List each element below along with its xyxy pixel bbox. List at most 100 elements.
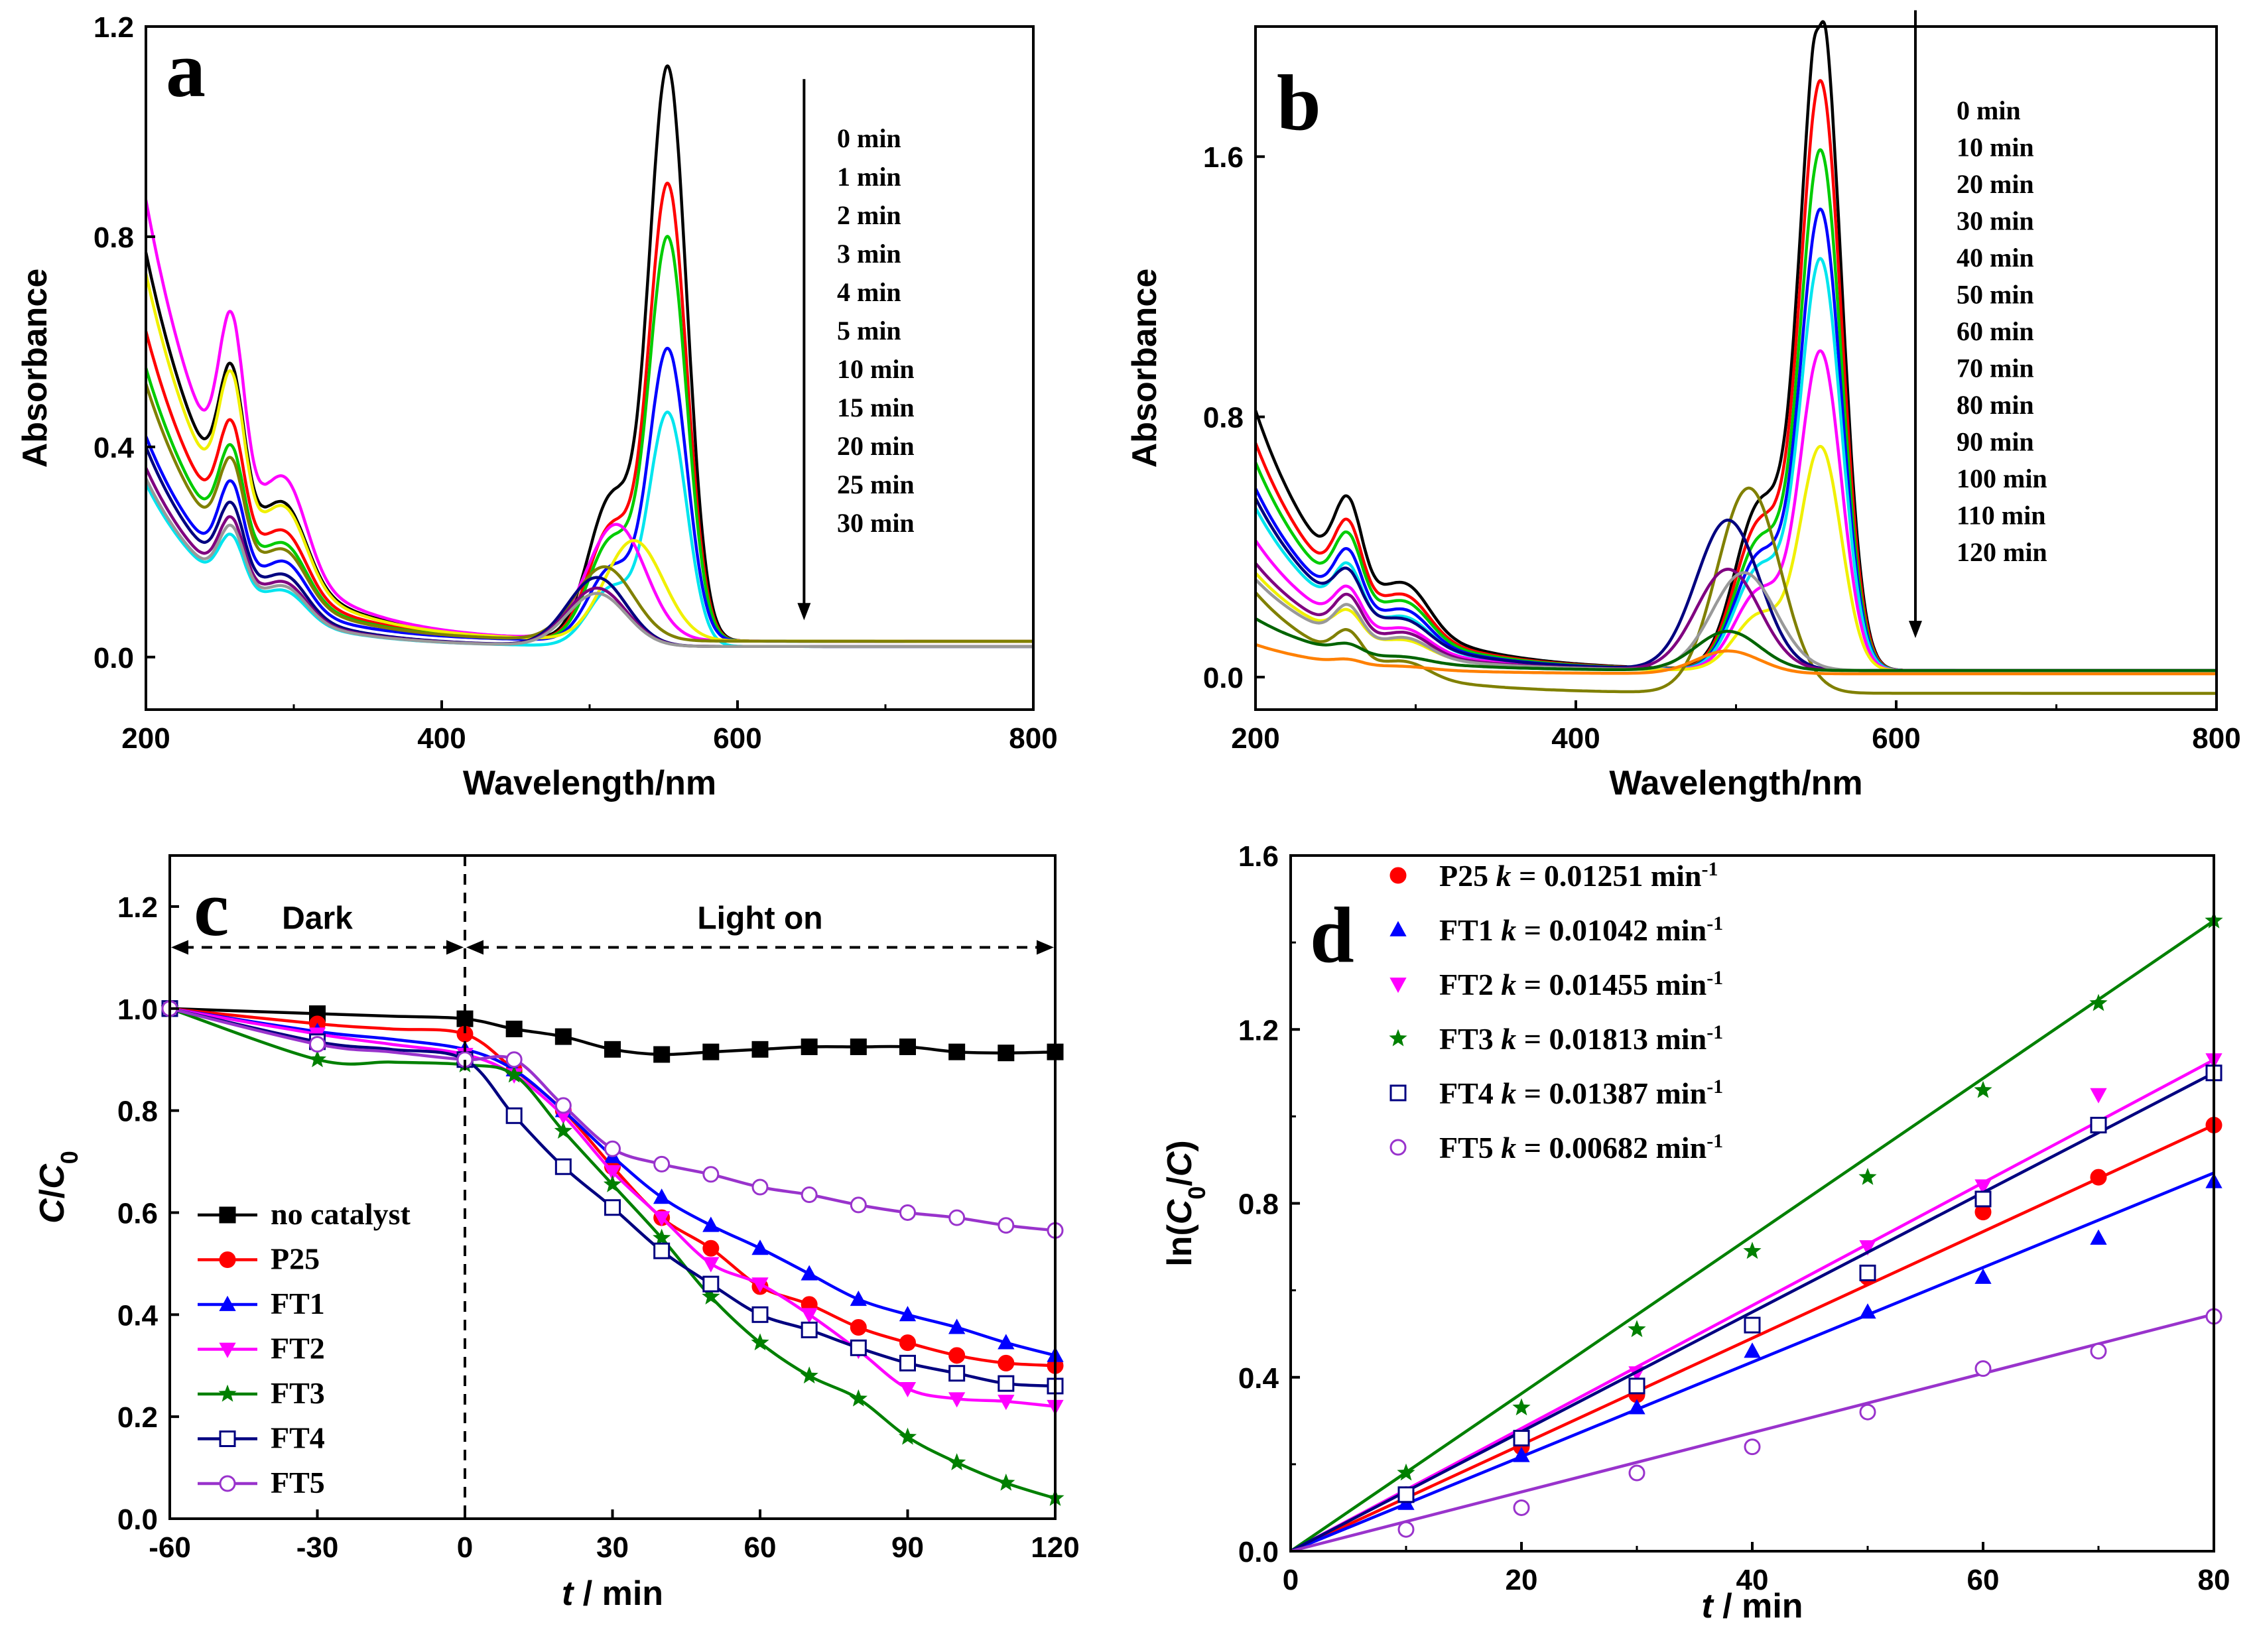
legend-label-c: no catalyst [271, 1197, 411, 1231]
data-point-c [899, 1204, 916, 1221]
legend-label-a: 2 min [837, 200, 901, 230]
y-axis-title-a: Absorbance [16, 269, 54, 468]
legend-swatch-marker-c [219, 1206, 236, 1224]
legend-label-b: 60 min [1957, 316, 2034, 346]
x-axis-title-b: Wavelength/nm [1609, 764, 1862, 802]
data-point-c [702, 1166, 720, 1183]
data-point-d [1744, 1316, 1761, 1334]
data-point-c [653, 1188, 671, 1204]
data-point-c [948, 1392, 966, 1408]
legend-label-d-part: -1 [1707, 913, 1723, 934]
panel-a: 200 400 600 800 0.0 0.4 0.8 1.2 Wavelength/nm Abs… [16, 11, 1058, 802]
data-point-d [1513, 1499, 1530, 1516]
legend-label-d-part: P25 [1439, 859, 1496, 893]
data-point-c [751, 1333, 769, 1351]
data-point-c [948, 1347, 966, 1364]
data-point-d [1628, 1320, 1646, 1338]
y-tick-label-a: 1.2 [94, 11, 134, 44]
data-point-c [751, 1041, 769, 1058]
data-point-c [751, 1239, 769, 1255]
data-point-c [850, 1038, 867, 1055]
data-point-c [604, 1165, 621, 1181]
legend-label-c: FT1 [271, 1287, 325, 1320]
legend-label-d-part: = 0.01387 min [1516, 1076, 1707, 1110]
data-point-d [2090, 1229, 2107, 1245]
y-axis-title-c-part: C [33, 1198, 72, 1224]
data-point-c [505, 1051, 523, 1068]
y-axis-title-d: ln(C0/C) [1161, 1140, 1210, 1266]
x-tick-label-c: -30 [296, 1531, 339, 1564]
legend-label-c: FT5 [271, 1466, 325, 1499]
legend-swatch-marker-d [1389, 921, 1407, 936]
series-line-a-10 [144, 477, 1033, 649]
data-point-c [702, 1257, 720, 1273]
data-point-d [1628, 1399, 1645, 1415]
x-tick-label-c: 60 [744, 1531, 777, 1564]
x-tick-label-b: 800 [2192, 722, 2240, 755]
data-point-c [850, 1196, 867, 1214]
legend-label-d-part: = 0.01813 min [1516, 1022, 1707, 1056]
legend-label-d: FT3 k = 0.01813 min-1 [1439, 1021, 1723, 1056]
plot-area-a [144, 64, 1033, 649]
data-point-c [554, 1097, 572, 1114]
series-line-b-7 [1254, 486, 2217, 695]
y-axis-title-b: Absorbance [1126, 269, 1164, 468]
legend-swatch-marker-c [219, 1342, 236, 1358]
y-axis-title-d-part: ln( [1161, 1224, 1199, 1267]
y-axis-title-c-part: C [33, 1163, 72, 1189]
panel-label-c: c [194, 864, 229, 952]
y-tick-label-d: 0.8 [1238, 1188, 1279, 1221]
legend-label-d-part: -1 [1707, 967, 1723, 989]
x-tick-label-b: 200 [1231, 722, 1279, 755]
data-point-d [2090, 1116, 2107, 1133]
data-point-c [702, 1239, 720, 1257]
legend-label-b: 40 min [1957, 243, 2034, 273]
legend-label-c: FT2 [271, 1332, 325, 1366]
y-tick-label-c: 0.2 [117, 1401, 158, 1434]
y-tick-label-d: 1.6 [1238, 840, 1279, 873]
x-tick-label-a: 200 [121, 722, 170, 755]
data-point-c [505, 1065, 523, 1083]
fit-line-d-2 [1289, 1058, 2215, 1553]
region-label-dark: Dark [282, 901, 353, 936]
data-point-c [998, 1217, 1015, 1234]
data-point-d [1974, 1360, 1992, 1377]
data-point-d [2090, 1342, 2107, 1360]
data-point-c [899, 1334, 916, 1352]
fit-line-d-0 [1290, 1123, 2215, 1553]
plot-area-c [161, 999, 1064, 1506]
legend-label-c: FT4 [271, 1421, 325, 1455]
legend-label-b: 110 min [1957, 501, 2045, 531]
legend-label-d-part: FT1 [1439, 913, 1501, 947]
x-tick-label-d: 20 [1506, 1564, 1538, 1596]
data-point-c [801, 1308, 818, 1324]
y-tick-label-c: 0.0 [117, 1503, 158, 1536]
data-point-c [308, 1050, 327, 1068]
legend-label-a: 20 min [837, 431, 915, 461]
data-point-c [554, 1109, 572, 1125]
legend-label-d-part: = 0.01251 min [1512, 859, 1702, 893]
x-tick-label-c: -60 [149, 1531, 191, 1564]
legend-label-b: 0 min [1957, 95, 2021, 125]
y-axis-title-d-part: C [1161, 1151, 1199, 1176]
x-axis-title-d: t / min [1701, 1587, 1803, 1625]
data-point-c [751, 1178, 769, 1196]
y-axis-title-c-part: 0 [56, 1151, 83, 1164]
data-point-c [998, 1395, 1015, 1411]
y-axis-title-c-part: / [33, 1189, 72, 1198]
legend-label-b: 70 min [1957, 353, 2034, 383]
data-point-c [309, 1036, 326, 1053]
data-point-c [751, 1306, 769, 1323]
legend-label-d-part: k [1501, 1131, 1516, 1165]
data-point-c [997, 1473, 1015, 1491]
fit-line-d-3 [1289, 919, 2215, 1553]
light-arrow-right [1037, 940, 1054, 955]
legend-swatch-marker-d [1389, 1029, 1407, 1047]
data-point-c [554, 1121, 572, 1139]
legend-label-a: 25 min [837, 470, 915, 499]
data-point-c [998, 1045, 1015, 1062]
data-point-c [653, 1155, 671, 1173]
panel-c: Dark Light on -60 -30 0 30 60 90 120 0.0 0.2 0.4 0.6… [33, 854, 1080, 1613]
data-point-c [998, 1334, 1015, 1350]
